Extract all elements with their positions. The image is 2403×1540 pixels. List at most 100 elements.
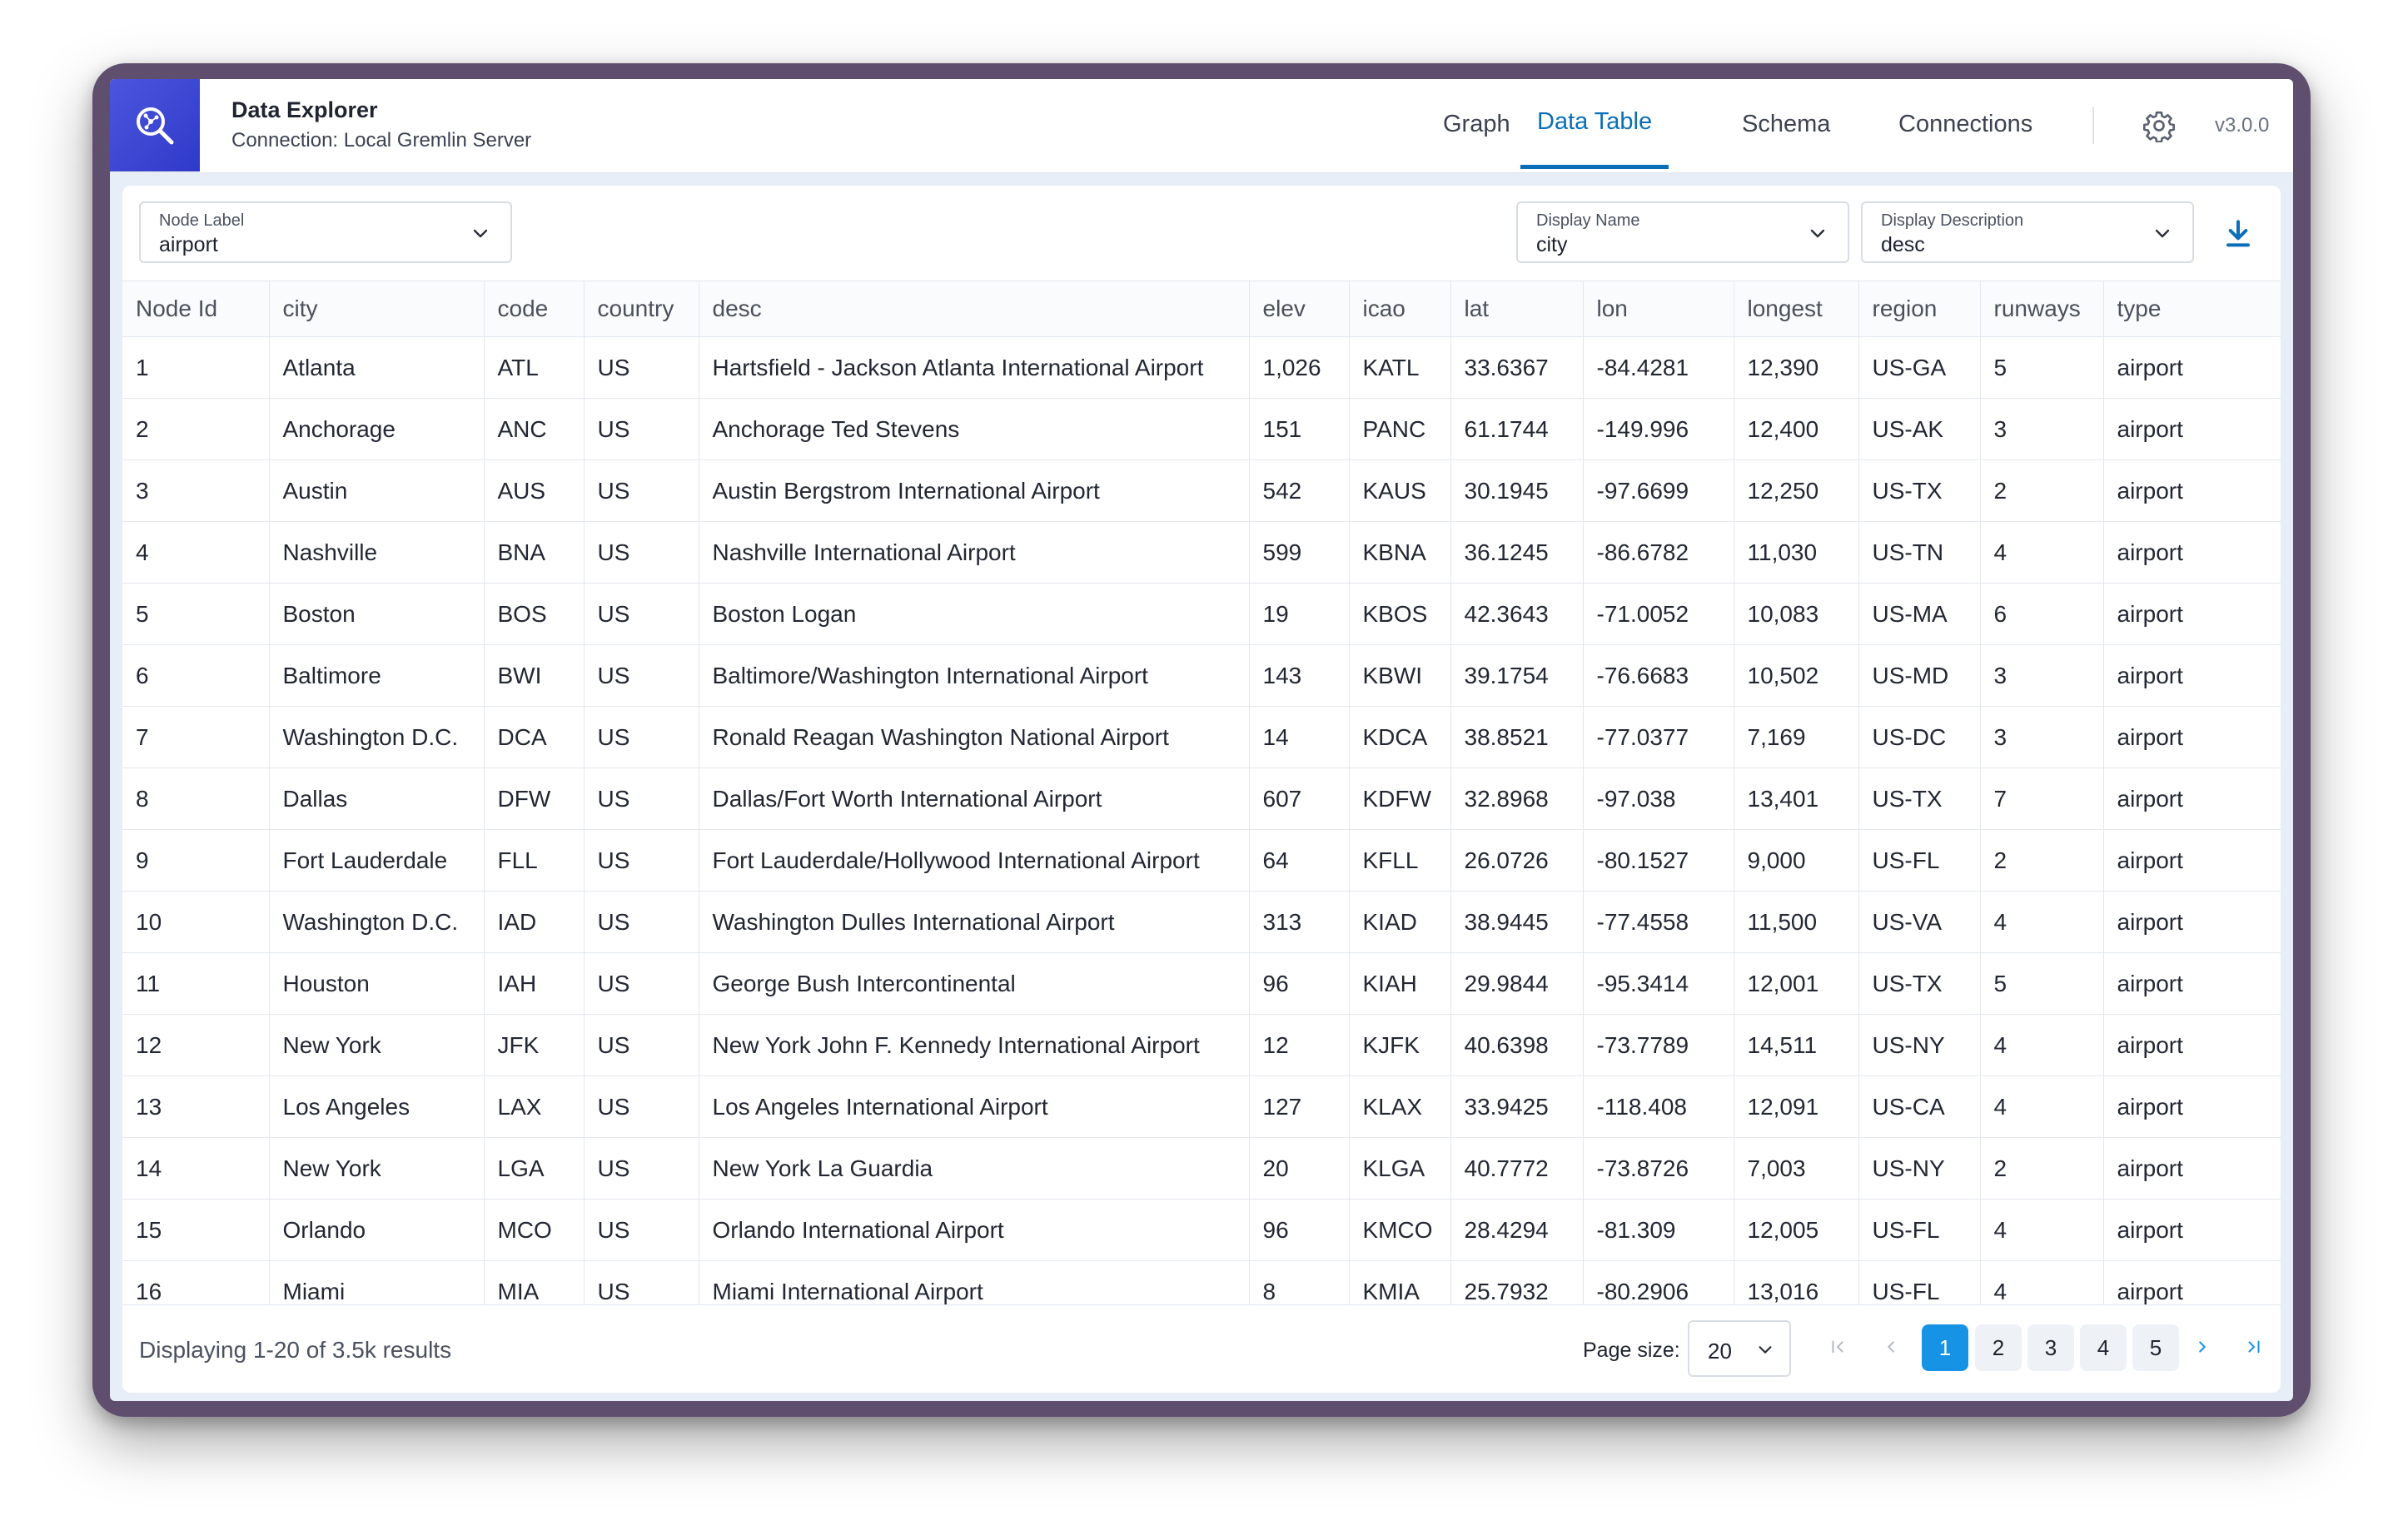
column-header[interactable]: longest xyxy=(1734,281,1859,337)
table-cell: US-DC xyxy=(1858,706,1981,768)
table-cell: airport xyxy=(2103,891,2281,953)
data-table: Node Id city code country desc elev icao lat lon… xyxy=(122,281,2281,1304)
tab-graph[interactable]: Graph xyxy=(1443,110,1510,137)
column-header[interactable]: code xyxy=(484,281,585,337)
table-cell: 599 xyxy=(1249,521,1350,584)
table-cell: BOS xyxy=(484,583,585,645)
column-header[interactable]: desc xyxy=(699,281,1250,337)
next-page-icon[interactable] xyxy=(2186,1330,2219,1364)
table-cell: -149.996 xyxy=(1583,398,1734,460)
table-cell: -81.309 xyxy=(1583,1199,1734,1261)
table-row[interactable]: 7 Washington D.C. DCA US Ronald Reagan Washi… xyxy=(122,706,2281,768)
table-cell: US-TX xyxy=(1858,768,1981,830)
table-cell: IAD xyxy=(484,891,585,953)
table-cell: 313 xyxy=(1249,891,1350,953)
table-cell: KBWI xyxy=(1349,644,1451,707)
table-cell: Washington D.C. xyxy=(269,706,485,768)
table-cell: 5 xyxy=(1980,952,2104,1015)
tab-connections[interactable]: Connections xyxy=(1898,110,2033,137)
download-icon[interactable] xyxy=(2225,219,2251,249)
display-name-select-label: Display Name xyxy=(1536,211,1640,230)
table-cell: 12,091 xyxy=(1734,1076,1859,1138)
table-row[interactable]: 13 Los Angeles LAX US Los Angeles Internatio… xyxy=(122,1076,2281,1138)
table-cell: airport xyxy=(2103,460,2281,522)
display-description-select[interactable]: Display Description desc xyxy=(1861,201,2194,263)
table-cell: Orlando xyxy=(269,1199,485,1261)
page-button-1[interactable]: 1 xyxy=(1922,1324,1968,1371)
display-name-select[interactable]: Display Name city xyxy=(1516,201,1849,263)
column-header[interactable]: city xyxy=(269,281,485,337)
table-cell: US-VA xyxy=(1858,891,1981,953)
page-size-select[interactable]: 20 xyxy=(1688,1320,1791,1377)
column-header[interactable]: lat xyxy=(1450,281,1584,337)
table-row[interactable]: 15 Orlando MCO US Orlando International Airp… xyxy=(122,1199,2281,1261)
table-cell: KDFW xyxy=(1349,768,1451,830)
table-row[interactable]: 14 New York LGA US New York La Guardia 20 KLGA… xyxy=(122,1137,2281,1200)
table-row[interactable]: 1 Atlanta ATL US Hartsfield - Jackson Atlant… xyxy=(122,336,2281,399)
table-row[interactable]: 8 Dallas DFW US Dallas/Fort Worth Internatio… xyxy=(122,768,2281,830)
table-row[interactable]: 6 Baltimore BWI US Baltimore/Washington Inte… xyxy=(122,644,2281,707)
table-cell: 16 xyxy=(122,1260,270,1304)
table-row[interactable]: 16 Miami MIA US Miami International Airport 8… xyxy=(122,1260,2281,1304)
table-cell: AUS xyxy=(484,460,585,522)
column-header[interactable]: country xyxy=(584,281,699,337)
table-cell: airport xyxy=(2103,583,2281,645)
table-cell: airport xyxy=(2103,768,2281,830)
table-cell: KAUS xyxy=(1349,460,1451,522)
table-row[interactable]: 11 Houston IAH US George Bush Intercontinent… xyxy=(122,952,2281,1015)
column-header[interactable]: region xyxy=(1858,281,1981,337)
table-cell: -86.6782 xyxy=(1583,521,1734,584)
chevron-down-icon xyxy=(1759,1346,1772,1354)
table-cell: US xyxy=(584,1076,699,1138)
table-cell: JFK xyxy=(484,1014,585,1076)
table-cell: IAH xyxy=(484,952,585,1015)
table-row[interactable]: 5 Boston BOS US Boston Logan 19 KBOS 42.3643 -71… xyxy=(122,583,2281,645)
page-button-2[interactable]: 2 xyxy=(1975,1324,2022,1371)
table-cell: 96 xyxy=(1249,1199,1350,1261)
table-cell: airport xyxy=(2103,1260,2281,1304)
gear-icon[interactable] xyxy=(2142,109,2176,142)
table-scroll-area[interactable]: Node Id city code country desc elev icao lat lon… xyxy=(122,281,2281,1304)
last-page-icon[interactable] xyxy=(2237,1330,2271,1364)
column-header[interactable]: runways xyxy=(1980,281,2104,337)
page-button-5[interactable]: 5 xyxy=(2132,1324,2179,1371)
tab-schema[interactable]: Schema xyxy=(1742,110,1831,137)
previous-page-icon[interactable] xyxy=(1874,1330,1908,1364)
table-cell: DCA xyxy=(484,706,585,768)
app-header: Data Explorer Connection: Local Gremlin … xyxy=(110,79,2293,173)
table-cell: 1 xyxy=(122,336,270,399)
table-cell: 4 xyxy=(1980,521,2104,584)
table-cell: FLL xyxy=(484,829,585,892)
column-header[interactable]: lon xyxy=(1583,281,1734,337)
column-header[interactable]: Node Id xyxy=(122,281,270,337)
first-page-icon[interactable] xyxy=(1821,1330,1854,1364)
table-row[interactable]: 12 New York JFK US New York John F. Kennedy … xyxy=(122,1014,2281,1076)
table-cell: 3 xyxy=(1980,398,2104,460)
table-row[interactable]: 9 Fort Lauderdale FLL US Fort Lauderdale/Hol… xyxy=(122,829,2281,892)
table-cell: KFLL xyxy=(1349,829,1451,892)
column-header[interactable]: elev xyxy=(1249,281,1350,337)
table-cell: US xyxy=(584,1014,699,1076)
table-cell: Anchorage xyxy=(269,398,485,460)
table-cell: 61.1744 xyxy=(1450,398,1584,460)
column-header[interactable]: type xyxy=(2103,281,2281,337)
table-cell: US xyxy=(584,829,699,892)
table-cell: PANC xyxy=(1349,398,1451,460)
page-button-3[interactable]: 3 xyxy=(2027,1324,2074,1371)
table-cell: Nashville xyxy=(269,521,485,584)
table-cell: 2 xyxy=(122,398,270,460)
node-label-select[interactable]: Node Label airport xyxy=(139,201,512,263)
table-row[interactable]: 4 Nashville BNA US Nashville International A… xyxy=(122,521,2281,584)
table-cell: Orlando International Airport xyxy=(699,1199,1250,1261)
page-button-4[interactable]: 4 xyxy=(2080,1324,2127,1371)
table-cell: airport xyxy=(2103,1199,2281,1261)
table-cell: 10 xyxy=(122,891,270,953)
column-header[interactable]: icao xyxy=(1349,281,1451,337)
table-row[interactable]: 3 Austin AUS US Austin Bergstrom Internation… xyxy=(122,460,2281,522)
table-cell: 39.1754 xyxy=(1450,644,1584,707)
tab-data-table[interactable]: Data Table xyxy=(1520,79,1669,169)
table-row[interactable]: 10 Washington D.C. IAD US Washington Dulles … xyxy=(122,891,2281,953)
table-cell: airport xyxy=(2103,1014,2281,1076)
table-row[interactable]: 2 Anchorage ANC US Anchorage Ted Stevens 151 P… xyxy=(122,398,2281,460)
table-cell: Ronald Reagan Washington National Airpor… xyxy=(699,706,1250,768)
